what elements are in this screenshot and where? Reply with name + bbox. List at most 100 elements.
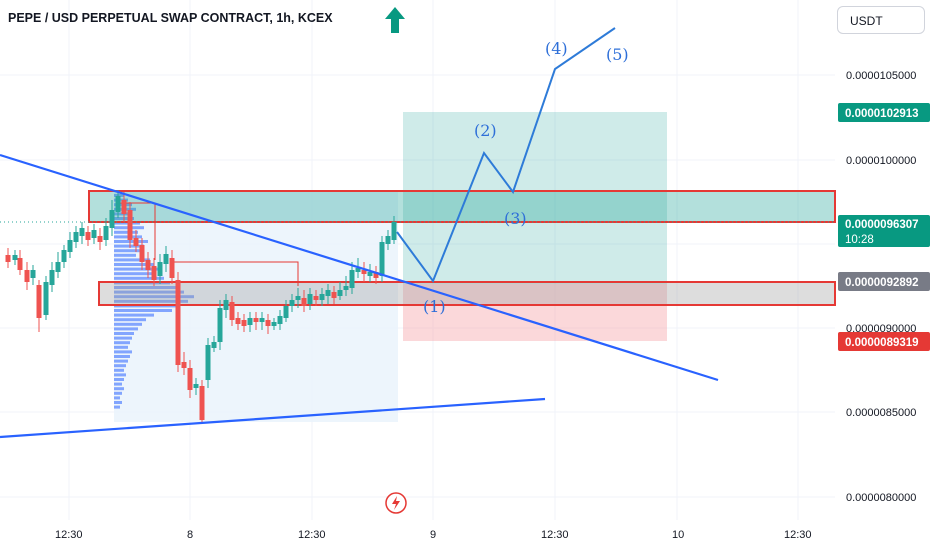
candle-body bbox=[139, 245, 145, 262]
currency-selector[interactable]: USDT bbox=[837, 6, 925, 34]
candle-body bbox=[97, 236, 103, 242]
candle-body bbox=[295, 296, 301, 300]
profile-bar bbox=[114, 378, 124, 381]
candle-body bbox=[157, 262, 163, 276]
candle-body bbox=[187, 368, 193, 390]
candle-body bbox=[55, 262, 61, 272]
candle-body bbox=[24, 270, 30, 282]
x-tick: 12:30 bbox=[784, 529, 812, 541]
profile-bar bbox=[114, 244, 144, 248]
candle-body bbox=[385, 236, 391, 244]
y-tick: 0.0000085000 bbox=[846, 407, 916, 419]
wave-label-2: (2) bbox=[474, 121, 497, 140]
candle-body bbox=[85, 232, 91, 240]
candle-body bbox=[30, 270, 36, 278]
candle-body bbox=[241, 320, 247, 326]
candle-body bbox=[12, 255, 18, 260]
candle-body bbox=[343, 286, 349, 290]
candle-body bbox=[121, 200, 127, 214]
profile-bar bbox=[114, 332, 134, 335]
candle-body bbox=[223, 300, 229, 310]
price-tag-target: 0.0000102913 bbox=[838, 103, 930, 122]
target-zone bbox=[403, 112, 667, 284]
chart-title: PEPE / USD PERPETUAL SWAP CONTRACT, 1h, … bbox=[8, 11, 333, 25]
ascending-trendline bbox=[0, 397, 546, 439]
candle-body bbox=[325, 290, 331, 296]
candle-body bbox=[367, 272, 373, 276]
wave-label-3: (3) bbox=[504, 209, 527, 228]
profile-bar bbox=[114, 355, 130, 358]
profile-bar bbox=[114, 382, 122, 386]
demand-box bbox=[98, 281, 836, 306]
x-tick: 12:30 bbox=[298, 529, 326, 541]
candle-body bbox=[193, 384, 199, 388]
candle-body bbox=[109, 210, 115, 228]
candle-body bbox=[5, 255, 11, 262]
profile-bar bbox=[114, 299, 188, 303]
profile-bar bbox=[114, 401, 122, 404]
price-tag-entry: 0.0000092892 bbox=[838, 272, 930, 291]
candle-body bbox=[61, 250, 67, 262]
candle-body bbox=[133, 238, 139, 246]
profile-bar bbox=[114, 295, 194, 299]
candle-body bbox=[235, 318, 241, 324]
candle-body bbox=[103, 226, 109, 240]
candle-body bbox=[79, 228, 85, 236]
candle-body bbox=[391, 222, 397, 240]
countdown: 10:28 bbox=[845, 234, 874, 246]
profile-bar bbox=[114, 341, 130, 345]
profile-bar bbox=[114, 336, 132, 340]
time-axis[interactable]: 12:30 8 12:30 9 12:30 10 12:30 bbox=[55, 529, 812, 541]
lightning-icon[interactable] bbox=[385, 492, 407, 514]
candle-body bbox=[337, 290, 343, 296]
candle-body bbox=[91, 230, 97, 238]
candle-body bbox=[127, 210, 133, 240]
profile-bar bbox=[114, 290, 184, 294]
elliott-wave-path bbox=[396, 27, 616, 284]
candle-body bbox=[301, 298, 307, 306]
candle-body bbox=[67, 240, 73, 252]
svg-text:0.0000092892: 0.0000092892 bbox=[845, 277, 919, 289]
profile-bar bbox=[114, 350, 132, 354]
candle-body bbox=[349, 270, 355, 288]
candle-body bbox=[259, 318, 265, 322]
price-tag-last: 0.0000096307 10:28 bbox=[838, 215, 930, 247]
candle-body bbox=[169, 258, 175, 278]
profile-bar bbox=[114, 267, 158, 271]
profile-bar bbox=[114, 198, 128, 202]
candle-body bbox=[43, 282, 49, 315]
profile-bar bbox=[114, 286, 176, 289]
x-tick: 12:30 bbox=[55, 529, 83, 541]
profile-bar bbox=[114, 258, 150, 262]
wave-label-4: (4) bbox=[545, 39, 568, 58]
svg-text:0.0000089319: 0.0000089319 bbox=[845, 337, 919, 349]
candle-body bbox=[115, 196, 121, 212]
candle-body bbox=[379, 242, 385, 276]
candle-body bbox=[319, 294, 325, 300]
y-tick: 0.0000100000 bbox=[846, 155, 916, 167]
profile-bar bbox=[114, 322, 142, 326]
y-tick: 0.0000080000 bbox=[846, 492, 916, 504]
profile-bar bbox=[114, 364, 126, 368]
candle-body bbox=[163, 254, 169, 264]
long-arrow-icon bbox=[385, 7, 405, 33]
x-tick: 9 bbox=[430, 529, 436, 541]
candle-body bbox=[49, 270, 55, 285]
candles bbox=[5, 190, 397, 422]
candle-body bbox=[17, 258, 23, 270]
candle-body bbox=[331, 292, 337, 298]
currency-label: USDT bbox=[850, 14, 883, 28]
y-tick: 0.0000105000 bbox=[846, 70, 916, 82]
profile-bar bbox=[114, 272, 152, 276]
candle-body bbox=[181, 362, 187, 368]
profile-bar bbox=[114, 194, 124, 197]
candle-body bbox=[36, 285, 42, 318]
profile-bar bbox=[114, 405, 120, 409]
candle-body bbox=[199, 386, 205, 420]
candle-body bbox=[247, 318, 253, 325]
profile-bar bbox=[114, 240, 148, 243]
profile-bar bbox=[114, 396, 120, 400]
candle-body bbox=[217, 308, 223, 342]
x-tick: 10 bbox=[672, 529, 684, 541]
